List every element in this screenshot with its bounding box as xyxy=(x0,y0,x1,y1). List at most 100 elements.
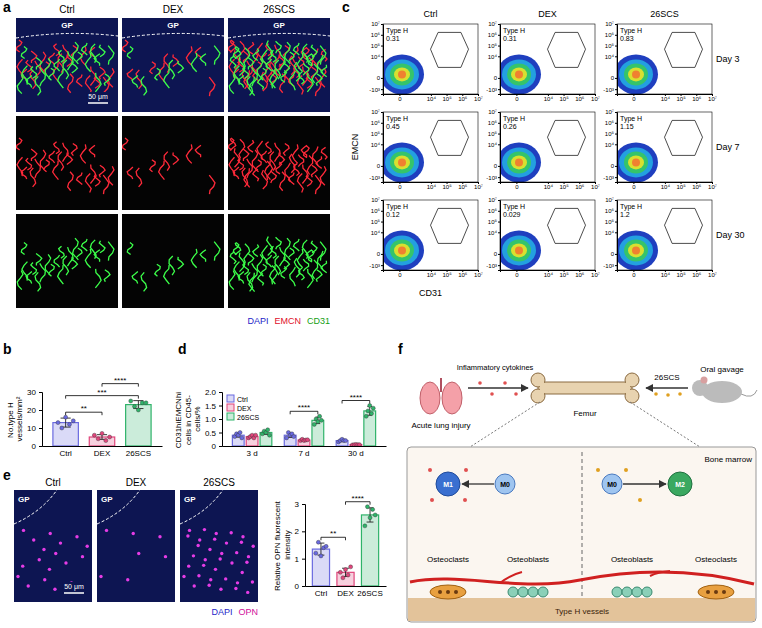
vessel-stain xyxy=(136,168,142,187)
tick: 10⁵ xyxy=(605,219,617,225)
tick-label: 10⁴ xyxy=(488,54,498,60)
gate-label: Type H xyxy=(386,115,408,123)
vessel-stain xyxy=(127,46,133,58)
density-contour xyxy=(502,235,536,265)
stain-dot xyxy=(193,584,196,587)
tick-mark xyxy=(219,433,222,434)
density-contour xyxy=(398,158,406,166)
tick-mark xyxy=(381,265,383,266)
panel-letter: d xyxy=(178,341,187,357)
tick-label: 10⁷ xyxy=(474,96,483,102)
vessel-stain xyxy=(77,173,83,185)
tick-label: 10⁴ xyxy=(427,272,437,278)
tick-label: 0 xyxy=(494,163,498,169)
lung xyxy=(420,382,440,414)
tick: 0 xyxy=(494,163,500,169)
tick: 7 d xyxy=(298,446,309,458)
tick: -10³ xyxy=(369,175,383,181)
density-contour xyxy=(394,243,410,257)
tick-label: 10⁵ xyxy=(371,131,381,137)
density-contour xyxy=(394,155,410,169)
axis-line xyxy=(498,113,501,183)
tick: 0 xyxy=(377,251,383,257)
tick-mark xyxy=(498,24,500,25)
stain-dot xyxy=(234,587,237,590)
stain-dot xyxy=(64,561,67,564)
stain-dot xyxy=(209,578,212,581)
stain-dot xyxy=(247,555,250,558)
tick-label: 10⁴ xyxy=(371,142,381,148)
vessel-stain xyxy=(99,165,105,177)
micrograph xyxy=(228,214,330,308)
vessel-stain xyxy=(321,147,327,159)
density-contour xyxy=(502,147,536,177)
data-point xyxy=(133,404,137,408)
vessel-stain xyxy=(164,265,170,284)
stain-dot xyxy=(59,541,62,544)
osteoblast xyxy=(632,587,642,597)
tick-mark xyxy=(39,428,42,429)
image-background xyxy=(97,490,175,602)
tick: 0 xyxy=(515,94,519,102)
plot-border xyxy=(500,200,595,270)
tick: 10⁶ xyxy=(488,120,500,126)
density-contour xyxy=(628,67,644,81)
cytokine xyxy=(478,381,482,385)
stain-dot xyxy=(43,578,46,581)
tick: 10⁷ xyxy=(371,197,383,203)
vessel-stain xyxy=(248,58,254,70)
data-point xyxy=(100,431,104,435)
stain-dot xyxy=(204,558,207,561)
tick-label: 0 xyxy=(398,96,402,102)
stain-dot xyxy=(192,554,195,557)
image-background xyxy=(14,490,92,602)
tick: 0 xyxy=(494,75,500,81)
tick-label: 10⁶ xyxy=(575,272,585,278)
density-contour xyxy=(619,235,653,265)
tick-mark xyxy=(498,211,500,212)
tick-mark xyxy=(219,419,222,420)
axis-line xyxy=(43,446,163,447)
tick-label: 3 xyxy=(295,500,300,509)
tick-label: 1.0 xyxy=(205,415,217,424)
tick: 10⁷ xyxy=(591,94,600,102)
micrograph xyxy=(16,116,118,210)
vessel-stain xyxy=(191,249,197,268)
axis-line xyxy=(615,113,618,183)
tick: Ctrl xyxy=(315,586,328,598)
flow-plot: Type H1.15010⁴10⁵10⁶10⁷-10³010⁴10⁵10⁶10⁷ xyxy=(603,109,717,190)
vessel-stain xyxy=(321,65,327,77)
tick: 10⁷ xyxy=(708,94,717,102)
tick-label: 10⁷ xyxy=(474,184,483,190)
vessel-stain xyxy=(289,154,294,173)
tick: 10⁶ xyxy=(371,120,383,126)
plot-border xyxy=(617,112,712,182)
cell xyxy=(436,472,460,496)
tick-label: 0 xyxy=(515,184,519,190)
tick-mark xyxy=(381,134,383,135)
micrograph xyxy=(97,490,175,602)
stain-dot xyxy=(208,548,211,551)
tick-label: 0 xyxy=(377,163,381,169)
vessel-stain xyxy=(320,166,326,185)
tick-label: 10⁴ xyxy=(488,142,498,148)
cytokine xyxy=(430,498,434,502)
tick: 10⁴ xyxy=(661,94,671,102)
growth-plate-line xyxy=(122,33,224,38)
stain-dot xyxy=(218,557,221,560)
tick: 10⁴ xyxy=(427,94,437,102)
tick: 10⁷ xyxy=(605,21,617,27)
vessel-stain xyxy=(71,144,77,156)
tick: 2.0 xyxy=(205,388,222,397)
vessel-stain xyxy=(235,47,241,59)
data-point xyxy=(344,568,348,572)
vessel-stain xyxy=(94,250,100,262)
tick-label: 10⁷ xyxy=(591,96,600,102)
tick-mark xyxy=(381,46,383,47)
tick-label: 0 xyxy=(212,442,217,451)
stain-dot xyxy=(188,529,191,532)
tick: 0 xyxy=(494,251,500,257)
tick: 10⁷ xyxy=(708,270,717,278)
tick-label: 10⁵ xyxy=(442,272,452,278)
tick-mark xyxy=(498,232,500,233)
